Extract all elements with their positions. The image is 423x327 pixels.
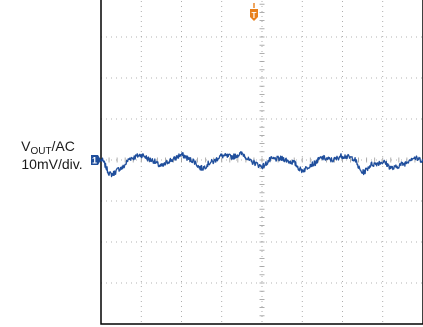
graticule xyxy=(100,0,423,325)
trigger-marker-label: T xyxy=(252,11,257,20)
channel-label-subscript: OUT xyxy=(30,146,52,157)
channel-label-suffix: /AC xyxy=(51,138,75,154)
marker-layer: T 1 xyxy=(91,3,258,166)
trace-layer xyxy=(100,151,423,178)
trigger-marker xyxy=(250,9,258,21)
channel-scale-label: 10mV/div. xyxy=(21,156,83,172)
channel-label: VOUT/AC xyxy=(0,138,96,160)
channel-reference-marker xyxy=(91,155,101,165)
channel-reference-marker-label: 1 xyxy=(92,156,97,166)
channel-label-main: V xyxy=(21,138,31,154)
trace-series-line xyxy=(100,151,423,178)
